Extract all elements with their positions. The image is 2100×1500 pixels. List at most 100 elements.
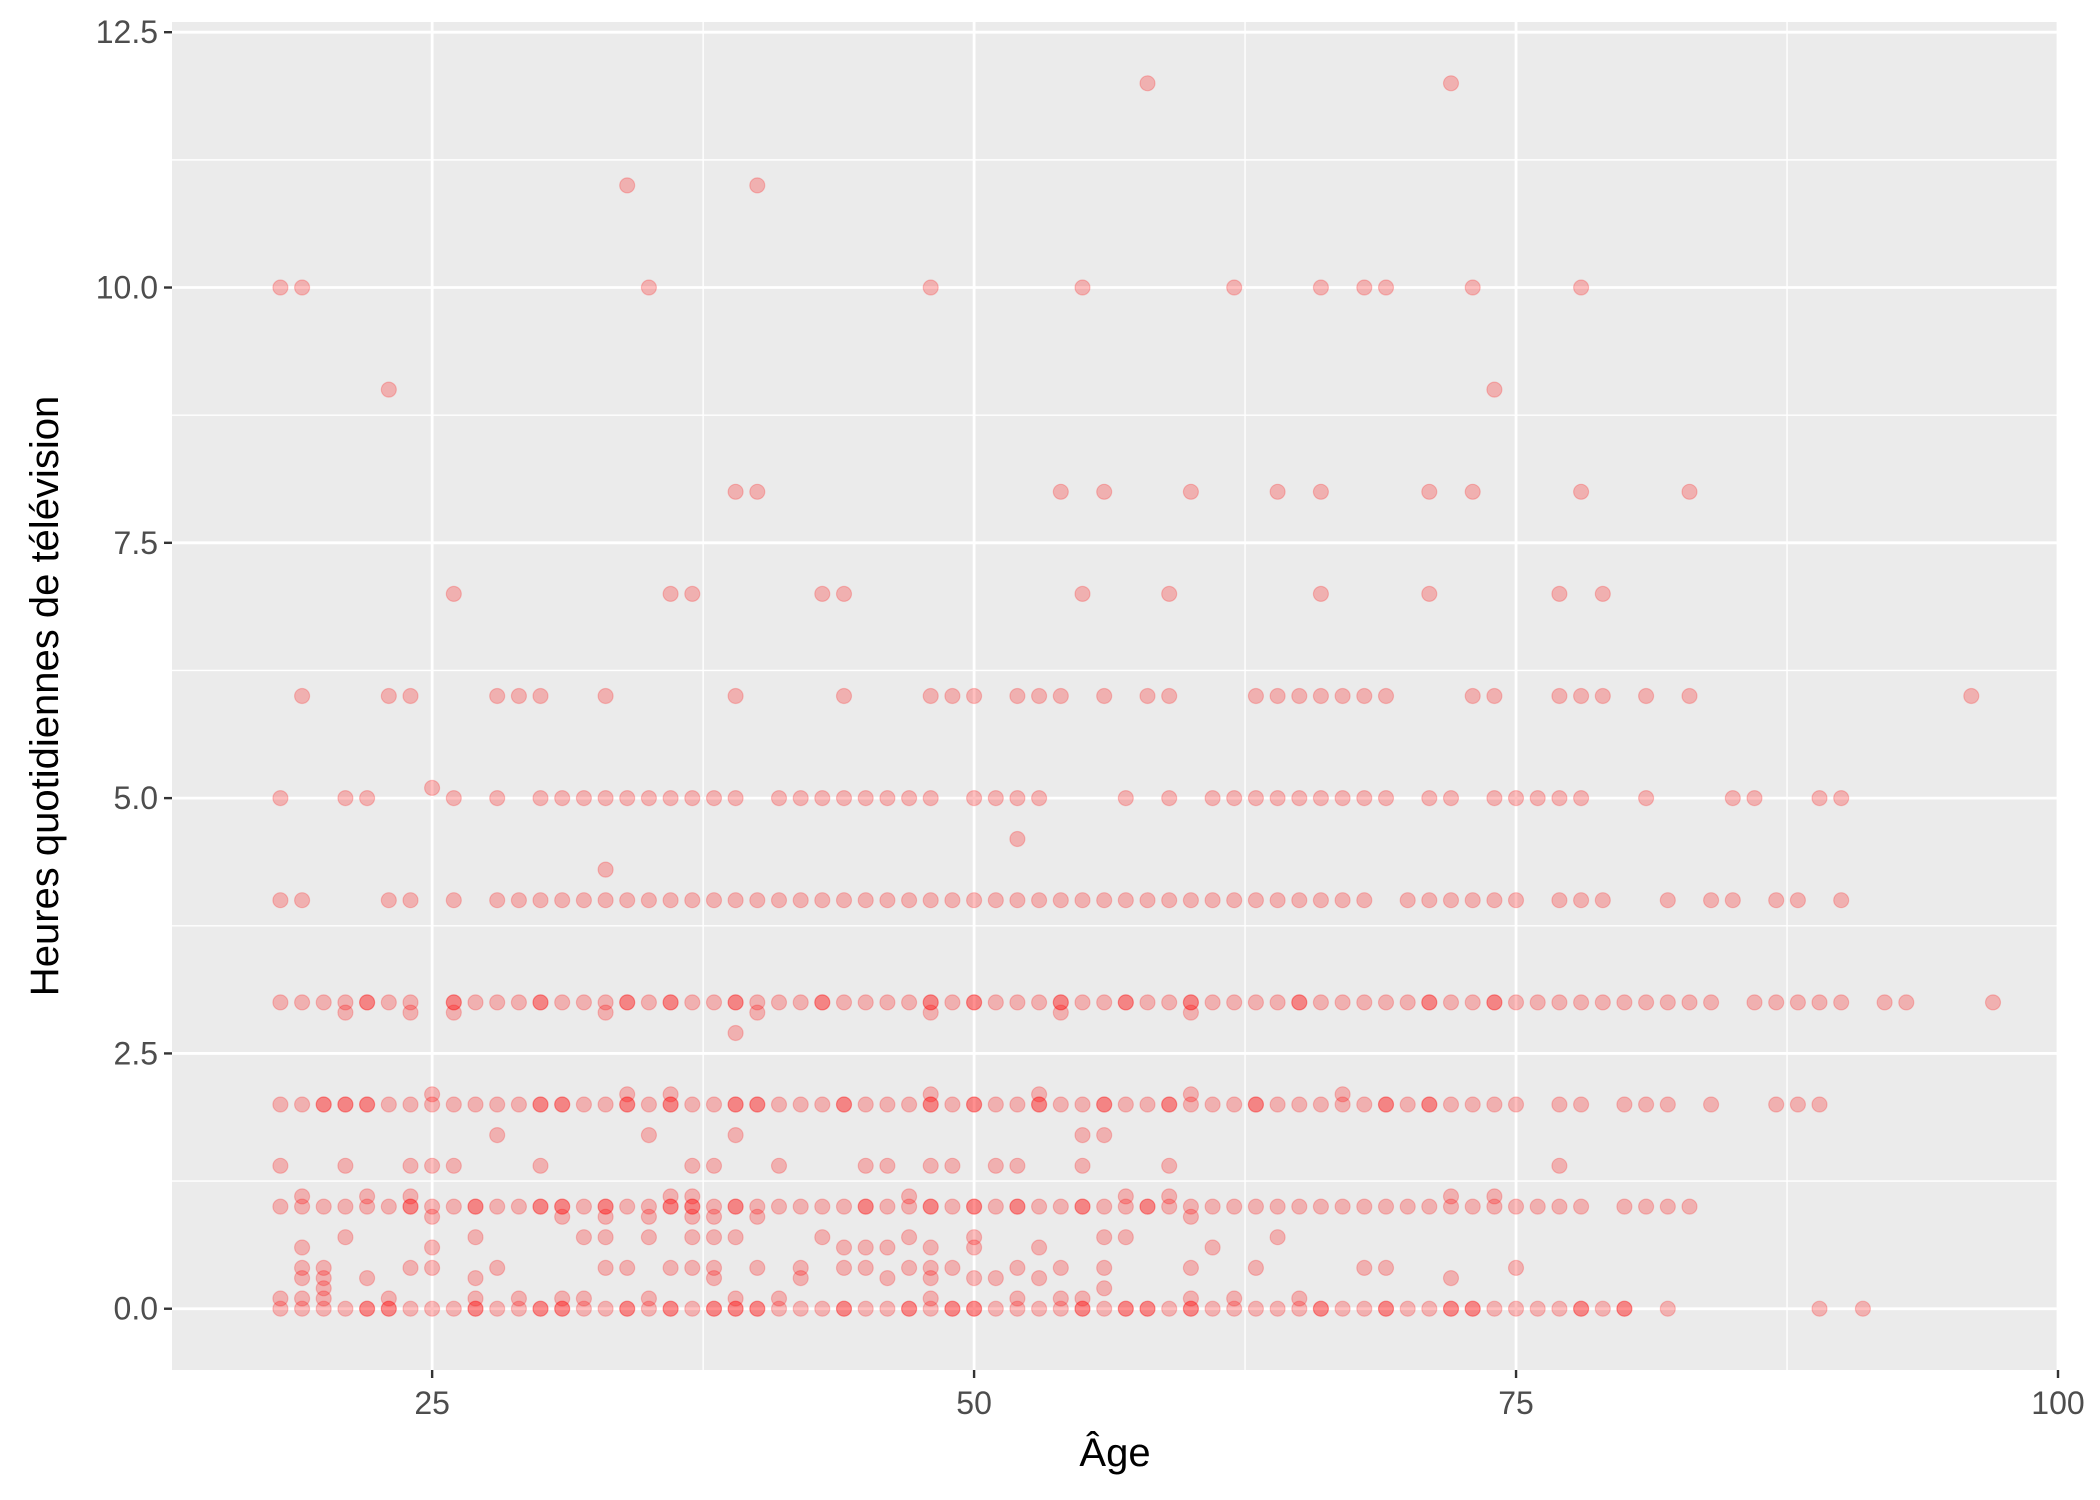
data-point: [1052, 483, 1069, 500]
data-point: [1096, 1096, 1113, 1113]
data-point: [1637, 687, 1655, 705]
data-point: [510, 1290, 528, 1307]
data-point: [380, 1096, 397, 1113]
data-point: [857, 1198, 874, 1215]
data-point: [922, 994, 939, 1011]
data-point: [532, 1198, 549, 1215]
data-point: [294, 1300, 311, 1317]
data-point: [619, 1096, 636, 1113]
data-point: [1681, 994, 1698, 1011]
data-point: [294, 1239, 311, 1256]
data-point: [684, 1096, 701, 1113]
data-point: [749, 177, 766, 194]
data-point: [987, 1096, 1004, 1113]
data-point: [315, 1259, 332, 1277]
data-point: [1702, 892, 1720, 909]
data-point: [424, 1157, 441, 1174]
data-point: [1811, 994, 1828, 1011]
data-point: [727, 1096, 744, 1113]
data-point: [1464, 1198, 1481, 1215]
data-point: [1594, 994, 1611, 1011]
data-point: [1161, 1198, 1178, 1215]
data-point: [1702, 1096, 1720, 1113]
data-point: [1442, 1300, 1460, 1317]
data-point: [1312, 1096, 1330, 1113]
data-point: [1681, 483, 1698, 500]
data-point: [510, 1096, 528, 1113]
data-point: [294, 1290, 311, 1307]
data-point: [640, 1198, 658, 1215]
data-point: [554, 994, 571, 1011]
data-point: [575, 892, 593, 909]
data-point: [1507, 892, 1525, 909]
data-point: [749, 483, 766, 500]
data-point: [1117, 1300, 1134, 1317]
data-point: [1507, 1259, 1525, 1277]
data-point: [814, 585, 831, 603]
data-point: [359, 1198, 376, 1215]
data-point: [619, 789, 636, 807]
data-point: [1096, 1280, 1113, 1297]
data-point: [554, 1096, 571, 1113]
y-tick-label: 5.0: [114, 780, 158, 816]
data-point: [835, 892, 853, 909]
data-point: [1854, 1300, 1872, 1317]
data-point: [1356, 687, 1373, 705]
data-point: [1399, 1096, 1416, 1113]
data-point: [684, 1198, 701, 1215]
data-point: [532, 789, 549, 807]
data-point: [489, 1259, 506, 1277]
data-point: [489, 1300, 506, 1317]
data-point: [402, 892, 419, 909]
data-point: [1247, 1096, 1265, 1113]
data-point: [1486, 892, 1503, 909]
data-point: [1746, 789, 1763, 807]
data-point: [1616, 1096, 1633, 1113]
data-point: [1768, 892, 1785, 909]
data-point: [1030, 789, 1048, 807]
data-point: [1356, 1096, 1373, 1113]
data-point: [619, 994, 636, 1011]
data-point: [965, 1239, 983, 1256]
data-point: [1464, 687, 1481, 705]
data-point: [1269, 1300, 1286, 1317]
data-point: [1161, 687, 1178, 705]
data-point: [727, 1126, 744, 1144]
data-point: [1161, 789, 1178, 807]
data-point: [1421, 1300, 1438, 1317]
data-point: [510, 892, 528, 909]
x-tick-label: 75: [1498, 1385, 1534, 1421]
data-point: [662, 1198, 679, 1215]
data-point: [1204, 994, 1221, 1011]
data-point: [1486, 789, 1503, 807]
data-point: [1247, 1096, 1265, 1113]
data-point: [1312, 1300, 1330, 1317]
data-point: [554, 1198, 571, 1215]
data-point: [857, 1239, 874, 1256]
data-point: [662, 892, 679, 909]
data-point: [1637, 994, 1655, 1011]
data-point: [272, 1096, 289, 1113]
data-point: [1117, 1188, 1134, 1205]
data-point: [272, 1300, 289, 1317]
data-point: [1182, 483, 1200, 500]
data-point: [554, 1096, 571, 1113]
data-point: [749, 1096, 766, 1113]
data-point: [1768, 994, 1785, 1011]
data-point: [662, 994, 679, 1011]
data-point: [1139, 1300, 1156, 1317]
data-point: [1182, 892, 1200, 909]
data-point: [879, 1300, 896, 1317]
data-point: [1963, 687, 1980, 705]
data-point: [1030, 1096, 1048, 1113]
data-point: [1291, 1198, 1308, 1215]
data-point: [1161, 1188, 1178, 1205]
data-point: [922, 1290, 939, 1307]
data-point: [1334, 1086, 1351, 1103]
data-point: [922, 1259, 939, 1277]
data-point: [272, 789, 289, 807]
panel-background: [172, 22, 2058, 1370]
data-point: [532, 1096, 549, 1113]
data-point: [965, 1300, 983, 1317]
data-point: [705, 1259, 723, 1277]
